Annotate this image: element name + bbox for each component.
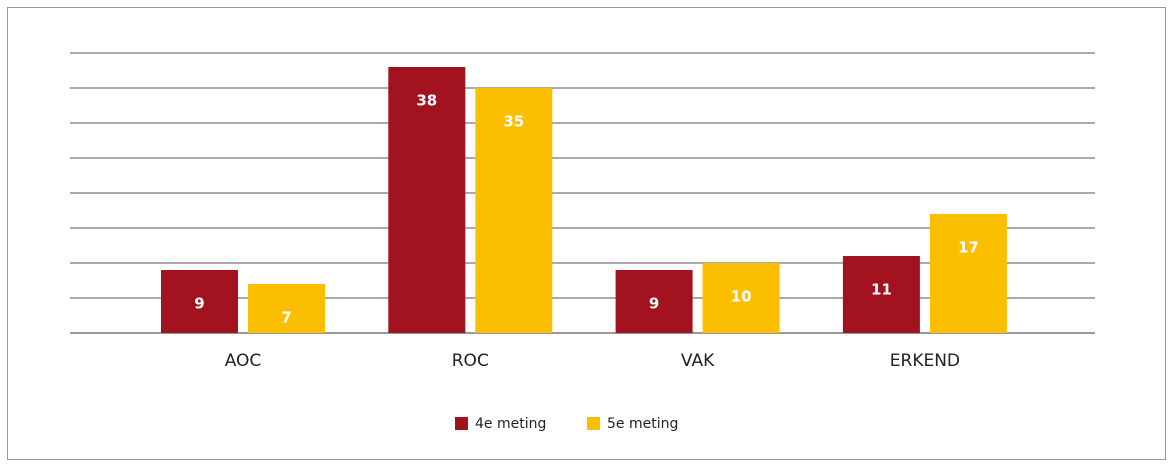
value-label: 7 xyxy=(281,309,291,327)
value-label: 9 xyxy=(194,295,204,313)
bar xyxy=(248,284,325,333)
value-label: 17 xyxy=(958,239,979,257)
legend-label: 4e meting xyxy=(475,416,546,432)
value-label: 35 xyxy=(503,113,524,131)
legend-label: 5e meting xyxy=(607,416,678,432)
value-label: 9 xyxy=(649,295,659,313)
x-tick-label: VAK xyxy=(681,351,715,371)
value-label: 38 xyxy=(416,92,437,110)
bar xyxy=(475,88,553,333)
bar xyxy=(929,214,1007,333)
bar xyxy=(161,270,238,333)
bar xyxy=(842,256,920,333)
value-label: 10 xyxy=(731,288,752,306)
x-tick-label: ROC xyxy=(452,351,489,371)
bar xyxy=(615,270,693,333)
legend-swatch xyxy=(587,417,600,430)
bar xyxy=(702,263,780,333)
x-tick-label: ERKEND xyxy=(890,351,960,371)
legend-swatch xyxy=(455,417,468,430)
bar xyxy=(388,67,466,333)
x-tick-label: AOC xyxy=(225,351,262,371)
value-label: 11 xyxy=(871,281,892,299)
